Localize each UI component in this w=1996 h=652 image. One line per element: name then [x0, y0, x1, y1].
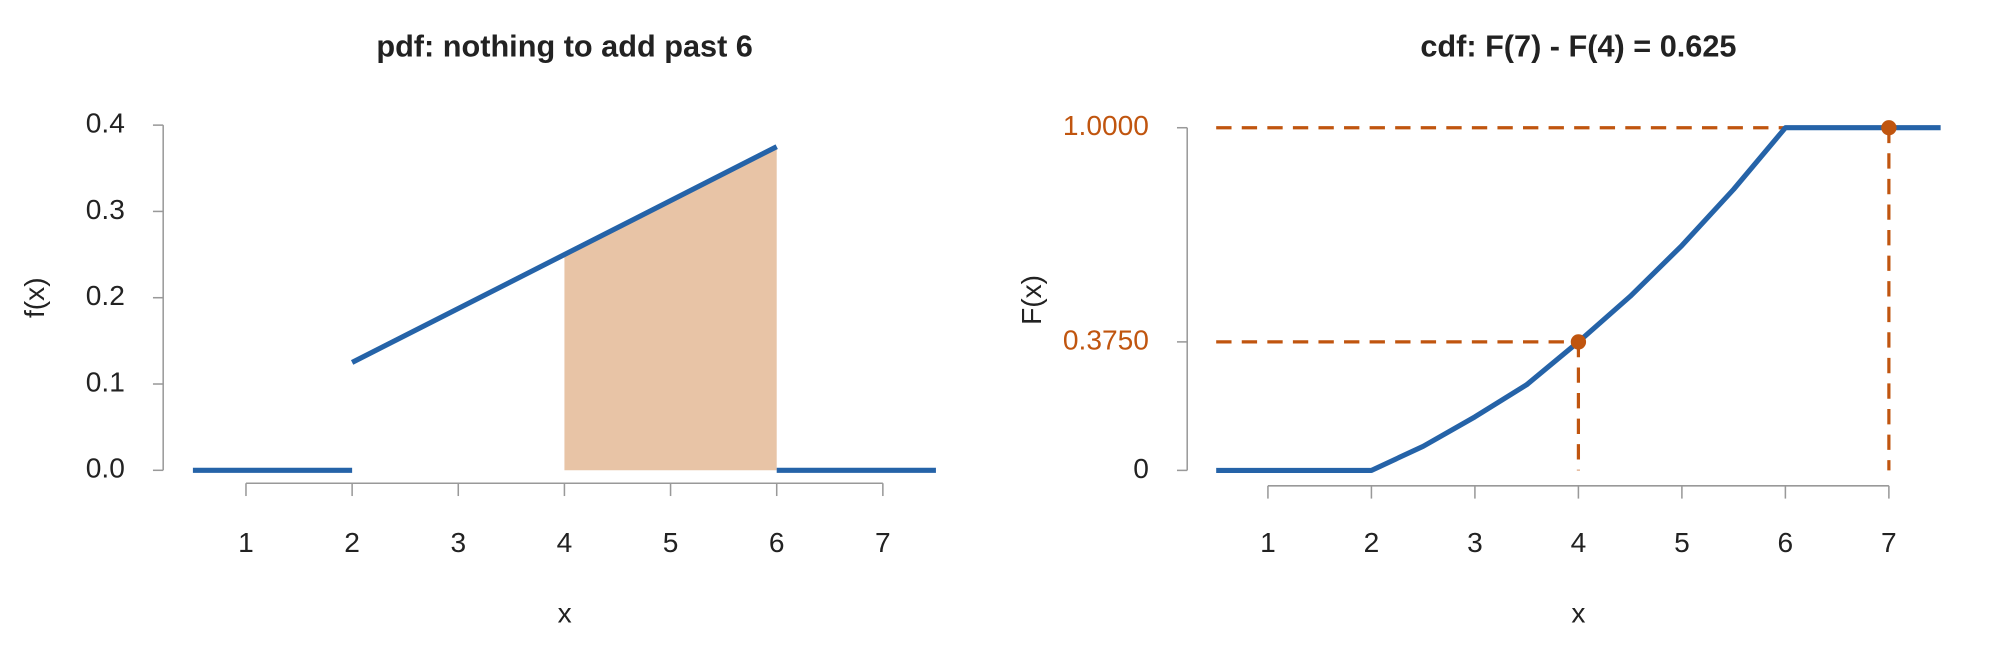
y-tick-label: 0 — [1133, 453, 1149, 484]
shaded-area — [564, 146, 777, 471]
x-tick-label: 5 — [1674, 527, 1690, 558]
x-tick-label: 3 — [1467, 527, 1483, 558]
chart-title: pdf: nothing to add past 6 — [376, 29, 753, 64]
y-axis-title: F(x) — [1016, 275, 1047, 325]
x-tick-label: 6 — [1778, 527, 1794, 558]
x-tick-label: 2 — [344, 527, 360, 558]
point — [1881, 120, 1897, 136]
x-axis-title: x — [558, 597, 572, 628]
y-tick-label: 0.3 — [86, 194, 125, 225]
x-tick-label: 2 — [1364, 527, 1380, 558]
y-tick-label: 0.1 — [86, 366, 125, 397]
data-line — [350, 144, 778, 365]
x-tick-label: 7 — [875, 527, 891, 558]
y-tick-label: 0.2 — [86, 280, 125, 311]
y-tick-label: 0.4 — [86, 108, 125, 139]
x-tick-label: 6 — [769, 527, 785, 558]
y-tick-label: 1.0000 — [1063, 110, 1149, 141]
cdf-panel: cdf: F(7) - F(4) = 0.625 x F(x) 0 0.3750 1.00… — [1016, 29, 1941, 628]
chart-title: cdf: F(7) - F(4) = 0.625 — [1420, 29, 1736, 64]
x-tick-label: 4 — [1571, 527, 1587, 558]
point — [1570, 334, 1587, 350]
x-tick-label: 7 — [1881, 527, 1897, 558]
x-tick-label: 1 — [238, 527, 254, 558]
x-tick-label: 3 — [450, 527, 466, 558]
x-tick-label: 4 — [557, 527, 573, 558]
y-axis-title: f(x) — [19, 277, 50, 318]
x-tick-label: 5 — [663, 527, 679, 558]
y-tick-label: 0.0 — [86, 453, 125, 484]
x-axis-title: x — [1571, 597, 1585, 628]
pdf-panel: pdf: nothing to add past 6 x f(x) 0.0 0.1 0.2… — [19, 29, 936, 628]
y-tick-label: 0.3750 — [1063, 324, 1149, 355]
x-tick-label: 1 — [1260, 527, 1276, 558]
